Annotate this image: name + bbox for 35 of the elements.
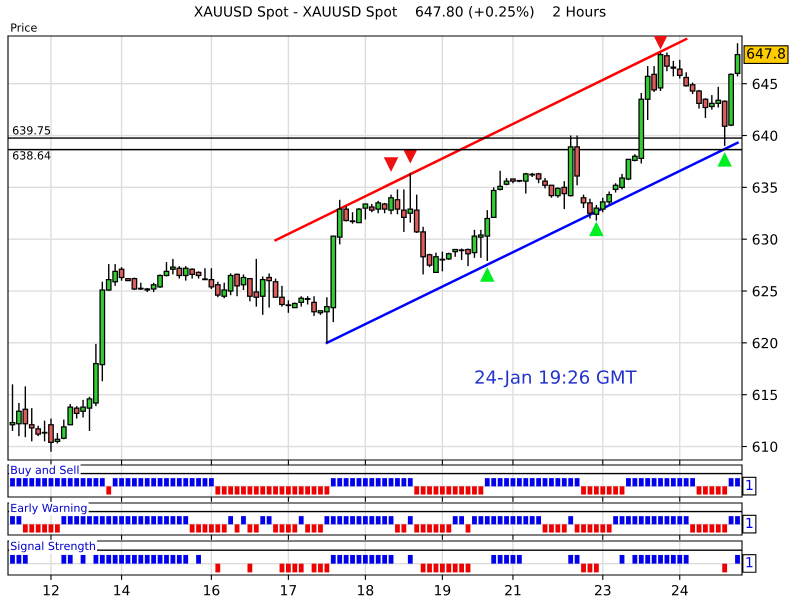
y-tick-label: 615 [752,390,778,400]
chart-title: XAUUSD Spot - XAUUSD Spot 647.80 (+0.25%) 2 Hours [194,6,606,20]
ref-line-label: 639.75 [12,126,50,135]
x-tick-label: 21 [505,584,520,596]
annotation: 24-Jan 19:26 GMT [475,370,637,388]
point [384,157,398,172]
text: 1 [746,557,752,568]
y-tick-label: 630 [752,234,778,245]
x-tick-label: 18 [358,584,374,596]
point [653,36,668,50]
x-tick-label: 23 [594,584,610,596]
y-tick-label: 620 [752,338,778,348]
chart-title: Signal Strength [10,542,95,552]
candlestick [497,170,503,192]
point [480,267,495,282]
x-tick-label: 12 [44,584,58,596]
chart-title: Early Warning [11,503,86,514]
y-tick-label: 635 [752,182,778,193]
x-tick-label: 16 [204,584,220,596]
x-tick-label: 24 [672,584,688,596]
y-tick-label: 625 [752,286,778,296]
x-tick-label: 17 [281,585,296,596]
x-tick-label: 19 [435,584,450,596]
chart-title: Buy and Sell [11,465,78,476]
text: 1 [746,518,752,528]
point [717,152,732,167]
text: 1 [746,480,752,490]
point [589,222,604,236]
y-tick-label: 645 [752,78,778,90]
y-axis-title: Price [11,23,37,32]
ref-line-label: 638.64 [12,151,50,160]
annotation: 647.8 [747,48,785,59]
y-tick-label: 610 [752,441,778,452]
x-tick-label: 14 [114,585,130,596]
y-tick-label: 640 [752,130,778,141]
